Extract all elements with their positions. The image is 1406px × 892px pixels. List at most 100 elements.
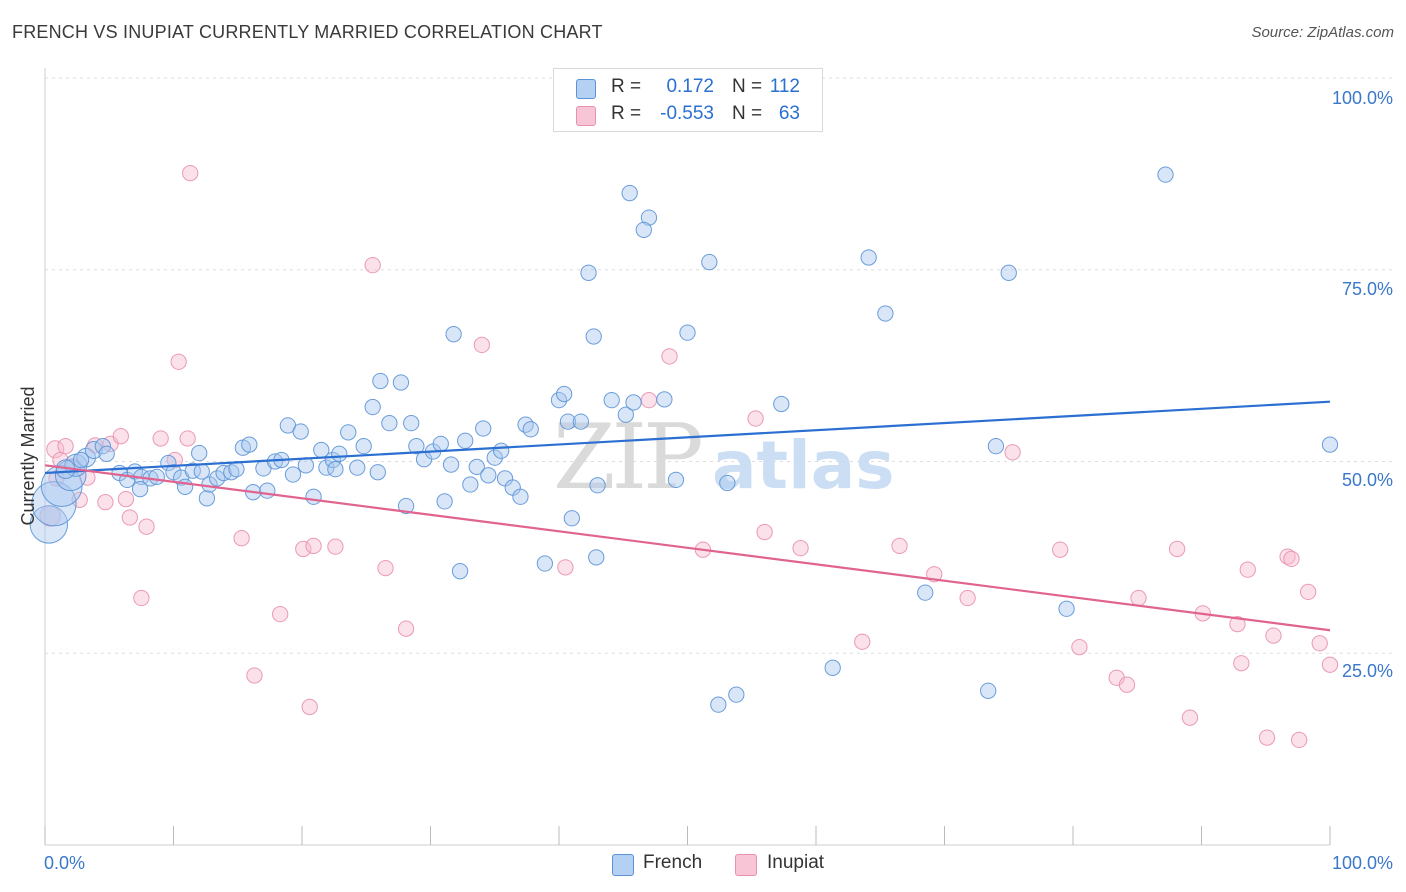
french-point: [228, 461, 245, 478]
legend-row-french: R = 0.172 N = 112: [554, 74, 822, 100]
french-point: [241, 436, 258, 453]
french-point: [536, 555, 554, 572]
french-point: [679, 324, 696, 341]
inupiat-trend-line: [44, 464, 1331, 632]
french-point: [1058, 600, 1075, 617]
french-point: [640, 209, 658, 226]
inupiat-point: [1181, 709, 1199, 726]
inupiat-point: [854, 633, 871, 650]
inupiat-point: [1071, 638, 1088, 656]
french-point: [522, 421, 539, 438]
inupiat-point: [1291, 731, 1308, 749]
french-point: [29, 505, 69, 544]
french-point: [468, 458, 485, 476]
inupiat-point: [121, 509, 138, 526]
inupiat-point: [233, 530, 250, 547]
french-point: [512, 488, 529, 505]
french-point: [292, 423, 309, 440]
inupiat-point: [397, 620, 415, 637]
french-point: [355, 438, 372, 455]
inupiat-point: [133, 589, 150, 607]
french-point: [84, 440, 103, 459]
inupiat-point: [327, 538, 344, 555]
french-r-label: R =: [611, 76, 642, 97]
french-point: [555, 385, 573, 403]
french-point: [824, 659, 841, 676]
french-point: [589, 477, 606, 494]
french-point: [223, 464, 240, 481]
french-point: [284, 466, 302, 483]
inupiat-point: [756, 523, 773, 541]
inupiat-point: [117, 490, 135, 508]
french-point: [331, 445, 348, 462]
inupiat-point: [1258, 729, 1276, 746]
inupiat-n-label: N =: [732, 103, 763, 124]
inupiat-point: [1300, 583, 1317, 601]
french-point: [369, 464, 386, 481]
inupiat-point: [792, 540, 809, 557]
french-point: [76, 447, 96, 468]
inupiat-point: [1130, 589, 1147, 607]
inupiat-legend-label: Inupiat: [767, 852, 825, 873]
inupiat-point: [301, 698, 318, 716]
x-tick-label: 0.0%: [44, 853, 85, 873]
french-point: [436, 493, 453, 510]
french-point: [349, 459, 366, 476]
french-point: [1000, 264, 1017, 281]
inupiat-point: [295, 540, 312, 558]
french-point: [517, 416, 534, 433]
inupiat-point: [1311, 635, 1328, 652]
watermark-zip: ZIP: [553, 405, 701, 510]
french-point: [445, 326, 462, 343]
inupiat-point: [57, 438, 74, 455]
french-point: [381, 415, 398, 432]
axis-layer: 25.0% 50.0% 75.0% 100.0% 0.0% 100.0%: [44, 68, 1393, 873]
french-point: [462, 476, 479, 493]
french-point: [635, 221, 652, 239]
inupiat-point: [305, 537, 322, 555]
inupiat-point: [112, 428, 129, 445]
french-trend-line: [44, 400, 1331, 475]
french-point: [617, 406, 634, 423]
french-point: [94, 438, 111, 455]
french-point: [563, 510, 580, 527]
french-point: [98, 445, 115, 462]
french-point: [559, 413, 577, 430]
inupiat-point: [272, 605, 289, 623]
inupiat-r-label: R =: [611, 103, 642, 124]
inupiat-swatch-icon: [576, 106, 596, 126]
y-tick-label: 75.0%: [1342, 279, 1393, 299]
inupiat-points: [39, 164, 1339, 749]
legend-row-inupiat: R = -0.553 N = 63: [554, 101, 822, 127]
french-point: [297, 457, 315, 474]
french-point: [475, 420, 492, 437]
inupiat-point: [640, 391, 658, 409]
french-point: [432, 435, 449, 453]
inupiat-point: [46, 440, 65, 459]
y-tick-label: 100.0%: [1332, 88, 1393, 108]
french-point: [403, 415, 420, 432]
french-point: [327, 461, 344, 478]
y-tick-label: 50.0%: [1342, 470, 1393, 490]
french-point: [209, 470, 226, 487]
french-point: [1157, 166, 1174, 183]
trend-lines: [44, 400, 1331, 632]
french-point: [580, 264, 597, 281]
inupiat-point: [891, 537, 908, 555]
french-point: [585, 328, 602, 345]
french-point: [340, 424, 357, 441]
french-point: [728, 686, 745, 703]
french-point: [710, 696, 727, 713]
french-point: [860, 249, 877, 266]
french-point: [719, 474, 736, 492]
french-point: [148, 468, 165, 485]
french-point: [987, 438, 1005, 455]
french-point: [773, 395, 790, 413]
inupiat-r-value: -0.553: [660, 103, 714, 124]
french-point: [572, 413, 589, 430]
french-point: [184, 462, 201, 479]
inupiat-point: [170, 353, 187, 370]
french-point: [408, 438, 425, 455]
inupiat-point: [1229, 615, 1246, 633]
french-point: [493, 442, 510, 459]
